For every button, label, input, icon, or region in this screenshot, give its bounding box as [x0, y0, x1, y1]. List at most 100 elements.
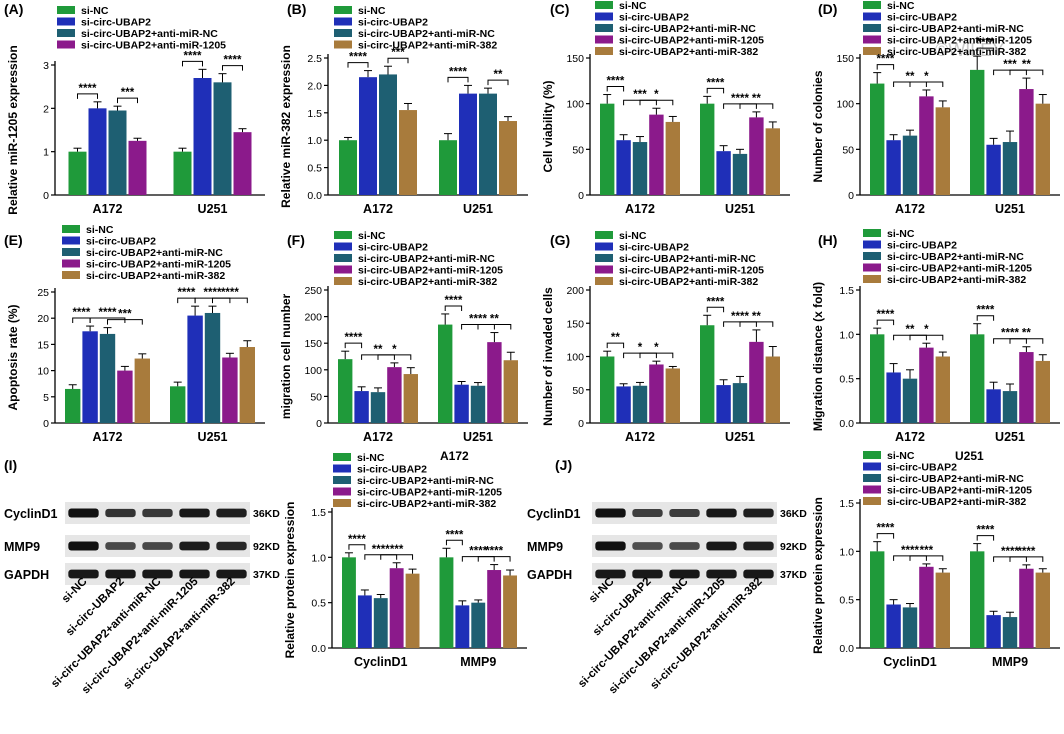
legend-label: si-circ-UBAP2: [86, 236, 156, 248]
bar: [459, 93, 477, 195]
y-tick-label: 50: [842, 144, 854, 156]
significance-bracket: [347, 62, 369, 68]
significance-bracket: [1009, 556, 1044, 562]
y-axis-label: Cell viability (%): [541, 80, 555, 172]
x-tick-label: U251: [463, 202, 493, 216]
legend-label: si-circ-UBAP2: [887, 240, 957, 252]
bar: [170, 386, 186, 423]
bar: [359, 77, 377, 195]
legend-label: si-circ-UBAP2+anti-miR-382: [357, 498, 496, 510]
bar: [499, 121, 517, 195]
significance-label: ****: [606, 76, 624, 88]
bar: [1035, 360, 1050, 423]
significance-bracket: [444, 305, 463, 311]
bar: [134, 358, 150, 423]
legend-swatch: [334, 6, 352, 14]
legend-label: si-circ-UBAP2: [619, 242, 689, 254]
legend-label: si-circ-UBAP2: [887, 462, 957, 474]
y-tick-label: 10: [37, 366, 49, 378]
y-tick-label: 50: [310, 391, 322, 403]
blot-band: [142, 569, 173, 579]
bar: [1002, 391, 1018, 423]
significance-bracket: [909, 555, 944, 561]
bar: [233, 132, 252, 195]
significance-label: ***: [390, 544, 404, 556]
y-tick-label: 0: [316, 418, 322, 430]
bar: [88, 108, 107, 195]
significance-label: ****: [1001, 546, 1019, 558]
bar: [919, 347, 934, 423]
significance-bracket: [107, 319, 143, 325]
bar: [632, 142, 648, 195]
panel-label-C: (C): [550, 1, 569, 17]
y-tick-label: 1.0: [839, 546, 854, 558]
y-axis-label: Relative protein expression: [283, 502, 297, 659]
y-tick-label: 0.0: [307, 190, 322, 202]
panel-label-J: (J): [555, 457, 572, 473]
blot-band: [105, 542, 136, 550]
bar: [902, 378, 918, 423]
y-tick-label: 1.0: [307, 135, 322, 147]
blot-band: [669, 508, 700, 518]
legend-swatch: [863, 12, 881, 21]
legend-swatch: [595, 1, 613, 9]
legend-swatch: [333, 499, 351, 507]
legend-swatch: [595, 12, 613, 21]
bar: [935, 107, 950, 195]
panel-label-E: (E): [4, 232, 23, 248]
blot-band: [632, 508, 663, 518]
significance-bracket: [909, 334, 944, 341]
bar: [732, 153, 748, 195]
significance-label: ****: [177, 287, 195, 299]
significance-bracket: [1009, 338, 1044, 344]
bar: [935, 356, 950, 423]
blot-band: [68, 569, 99, 579]
y-tick-label: 25: [37, 287, 49, 299]
x-tick-label: U251: [198, 430, 228, 444]
legend-swatch: [863, 474, 881, 482]
significance-bracket: [706, 87, 725, 94]
significance-label: *: [924, 71, 929, 83]
chart-title-J: U251: [955, 449, 984, 463]
legend-label: si-NC: [887, 0, 915, 12]
legend-label: si-circ-UBAP2+anti-miR-NC: [619, 23, 756, 35]
legend-swatch: [595, 231, 613, 239]
legend-label: si-circ-UBAP2+anti-miR-NC: [887, 473, 1024, 485]
y-tick-label: 200: [566, 285, 584, 297]
legend-label: si-circ-UBAP2+anti-miR-382: [86, 270, 225, 282]
y-tick-label: 0: [848, 190, 854, 202]
legend-label: si-circ-UBAP2: [619, 12, 689, 24]
blot-band: [632, 569, 663, 579]
blot-row-label: CyclinD1: [4, 507, 58, 521]
legend-label: si-circ-UBAP2+anti-miR-382: [619, 276, 758, 288]
significance-bracket: [876, 64, 895, 70]
significance-label: ****: [445, 529, 463, 541]
significance-bracket: [487, 79, 509, 86]
legend-swatch: [333, 476, 351, 484]
legend-label: si-circ-UBAP2: [358, 242, 428, 254]
y-tick-label: 3: [43, 60, 49, 72]
blot-size-label: 92KD: [253, 541, 280, 553]
blot-size-label: 37KD: [780, 569, 807, 581]
bar: [616, 140, 631, 195]
legend-swatch: [863, 47, 881, 55]
y-tick-label: 0: [578, 190, 584, 202]
y-tick-label: 100: [566, 99, 584, 111]
significance-label: ****: [344, 332, 362, 344]
bar: [173, 151, 192, 195]
significance-label: ****: [1001, 328, 1019, 340]
bar: [902, 135, 918, 195]
significance-bracket: [706, 306, 725, 313]
panel-label-A: (A): [4, 1, 23, 17]
significance-label: ****: [469, 314, 487, 326]
legend-swatch: [863, 252, 881, 260]
blot-band: [68, 508, 99, 518]
bar: [479, 93, 497, 195]
x-tick-label: U251: [725, 202, 755, 216]
significance-label: ****: [444, 295, 462, 307]
legend-label: si-circ-UBAP2+anti-miR-1205: [887, 485, 1032, 497]
significance-label: ****: [349, 52, 367, 64]
bar: [986, 144, 1001, 195]
bar: [339, 140, 357, 195]
significance-label: ***: [391, 47, 405, 59]
